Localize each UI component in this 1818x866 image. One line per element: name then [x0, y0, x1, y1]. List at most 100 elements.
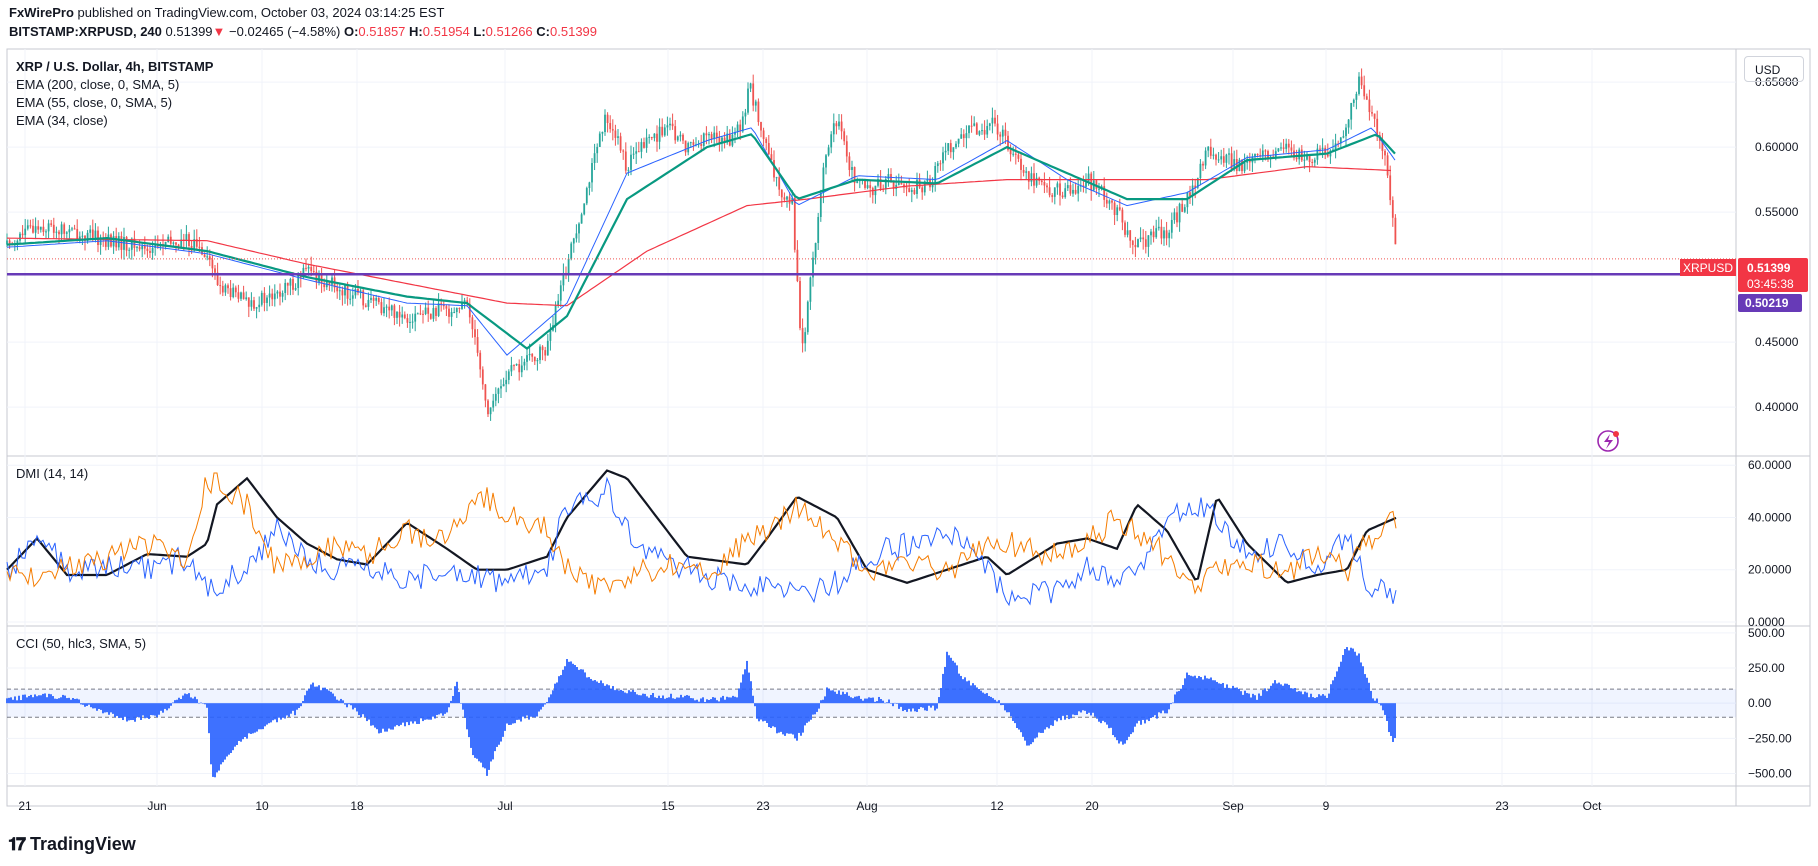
candle-body — [905, 187, 908, 189]
cci-bar — [770, 703, 772, 728]
candle-body — [65, 232, 68, 234]
cci-bar — [1084, 703, 1086, 711]
candle-body — [892, 181, 895, 189]
candle-body — [682, 134, 684, 141]
candle-body — [788, 196, 791, 204]
cci-bar — [154, 703, 156, 716]
candle-body — [575, 233, 578, 239]
main-legend: XRP / U.S. Dollar, 4h, BITSTAMP EMA (200… — [16, 58, 213, 130]
cci-bar — [356, 703, 358, 712]
candle-body — [879, 179, 882, 189]
cci-bar — [1392, 703, 1394, 742]
cci-bar — [490, 703, 492, 762]
cci-bar — [1124, 703, 1126, 744]
cci-bar — [198, 702, 200, 704]
ema34-legend[interactable]: EMA (34, close) — [16, 113, 108, 128]
ema200-legend[interactable]: EMA (200, close, 0, SMA, 5) — [16, 77, 180, 92]
cci-bar — [720, 697, 722, 704]
candle-body — [770, 154, 773, 161]
cci-bar — [1330, 684, 1332, 704]
candle-body — [211, 259, 214, 269]
candle-body — [47, 223, 50, 232]
cci-bar — [912, 703, 914, 709]
publisher-name[interactable]: FxWirePro — [9, 5, 74, 20]
cci-bar — [824, 696, 826, 704]
candle-body — [1007, 135, 1009, 150]
cci-bar — [700, 698, 702, 704]
cci-bar — [194, 696, 196, 704]
candle-body — [1085, 182, 1087, 187]
candle-body — [172, 242, 175, 244]
cci-bar — [856, 696, 858, 704]
cci-bar — [730, 697, 732, 704]
cci-bar — [702, 697, 704, 704]
cci-bar — [668, 697, 670, 704]
cci-bar — [498, 703, 500, 745]
cci-bar — [364, 703, 366, 717]
cci-bar — [1218, 683, 1220, 704]
cci-bar — [176, 699, 178, 704]
candle-body — [24, 228, 27, 236]
ema55-legend[interactable]: EMA (55, close, 0, SMA, 5) — [16, 95, 173, 110]
cci-bar — [1234, 687, 1236, 704]
candle-body — [318, 273, 320, 283]
candle-body — [583, 203, 586, 215]
cci-bar — [246, 703, 248, 739]
candle-body — [388, 306, 391, 311]
cci-bar — [1256, 699, 1258, 704]
currency-button[interactable]: USD — [1744, 56, 1804, 82]
candle-body — [830, 134, 833, 148]
candle-body — [263, 292, 266, 303]
cci-bar — [1200, 677, 1202, 704]
x-tick-label: Jul — [497, 799, 512, 813]
cci-bar — [1012, 703, 1014, 721]
cci-bar — [1018, 703, 1020, 730]
candle-body — [632, 153, 635, 155]
cci-bar — [618, 690, 620, 704]
cci-bar — [660, 698, 662, 704]
cci-bar — [1188, 675, 1190, 704]
candle-body — [520, 365, 523, 373]
candle-body — [203, 254, 206, 258]
cci-bar — [1152, 703, 1154, 718]
candle-body — [1368, 99, 1371, 113]
cci-bar — [1094, 703, 1096, 717]
candle-body — [73, 228, 76, 230]
cci-bar — [670, 693, 672, 704]
candle-body — [1290, 147, 1293, 151]
cci-bar — [1254, 695, 1256, 704]
candle-body — [1243, 162, 1246, 172]
cci-bar — [1384, 703, 1386, 715]
candle-body — [1087, 173, 1090, 183]
main-legend-title[interactable]: XRP / U.S. Dollar, 4h, BITSTAMP — [16, 59, 214, 74]
cci-bar — [462, 703, 464, 710]
cci-bar — [156, 703, 158, 718]
tradingview-logo[interactable]: 𝟏𝟕 TradingView — [8, 834, 136, 855]
candle-body — [663, 127, 666, 136]
cci-bar — [874, 701, 876, 704]
cci-bar — [394, 703, 396, 727]
cci-bar — [352, 703, 354, 710]
tradingview-mark-icon: 𝟏𝟕 — [8, 834, 26, 854]
cci-bar — [478, 703, 480, 762]
cci-bar — [72, 697, 74, 704]
cci-legend[interactable]: CCI (50, hlc3, SMA, 5) — [16, 636, 147, 651]
candle-body — [786, 196, 788, 200]
cci-bar — [734, 696, 736, 704]
cci-bar — [256, 703, 258, 732]
candle-body — [1134, 245, 1137, 248]
candle-body — [960, 134, 963, 139]
cci-bar — [1346, 647, 1348, 704]
alert-lightning-icon[interactable] — [1597, 430, 1619, 452]
candle-body — [1345, 127, 1347, 137]
dmi-legend[interactable]: DMI (14, 14) — [16, 466, 89, 481]
cci-bar — [1206, 678, 1208, 704]
candle-body — [32, 225, 34, 233]
candle-body — [710, 134, 713, 140]
cci-bar — [1014, 703, 1016, 724]
cci-bar — [1324, 695, 1326, 704]
cci-bar — [1138, 703, 1140, 721]
cci-bar — [64, 695, 66, 704]
cci-bar — [852, 698, 854, 704]
